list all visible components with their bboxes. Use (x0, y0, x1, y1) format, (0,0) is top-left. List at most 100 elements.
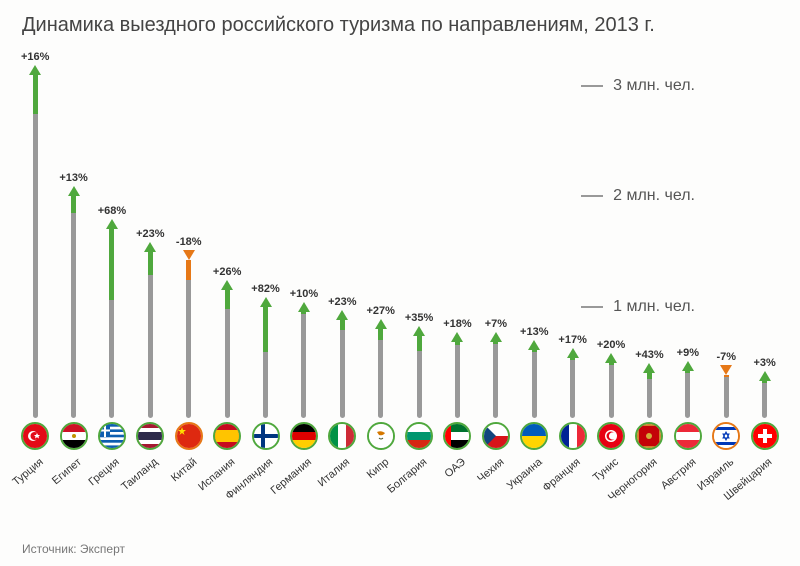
arrow-up-icon (567, 348, 579, 358)
change-segment (340, 320, 345, 330)
country-label: Чехия (475, 456, 506, 485)
flag-icon (175, 422, 203, 450)
percent-label: +7% (485, 318, 507, 330)
percent-label: -7% (716, 351, 736, 363)
arrow-up-icon (336, 310, 348, 320)
arrow-up-icon (29, 65, 41, 75)
change-segment (71, 196, 76, 212)
previous-segment (109, 300, 114, 418)
flag-icon (597, 422, 625, 450)
percent-label: +43% (635, 349, 663, 361)
percent-label: +26% (213, 266, 241, 278)
arrow-up-icon (682, 361, 694, 371)
country-label: Германия (269, 456, 314, 497)
previous-segment (724, 377, 729, 418)
previous-segment (685, 373, 690, 418)
flag-icon (405, 422, 433, 450)
flag-icon (290, 422, 318, 450)
flag-icon (520, 422, 548, 450)
percent-label: +3% (753, 357, 775, 369)
previous-segment (417, 351, 422, 418)
bars-container: +16%Турция+13%Египет+68%Греция+23%Таилан… (10, 50, 790, 450)
bar-column: +16%Турция (19, 51, 52, 450)
flag-icon (482, 422, 510, 450)
bar-column: +17%Франция (556, 334, 589, 450)
country-label: Италия (316, 456, 352, 489)
arrow-up-icon (375, 319, 387, 329)
previous-segment (33, 114, 38, 418)
arrow-up-icon (68, 186, 80, 196)
flag-icon (635, 422, 663, 450)
percent-label: +82% (251, 283, 279, 295)
previous-segment (186, 280, 191, 418)
bar-column: +82%Финляндия (249, 283, 282, 450)
bar-column: +3%Швейцария (748, 357, 781, 450)
flag-icon (60, 422, 88, 450)
previous-segment (493, 344, 498, 418)
country-label: Египет (50, 456, 84, 487)
country-label: Франция (541, 456, 583, 494)
percent-label: -18% (176, 236, 202, 248)
flag-icon (712, 422, 740, 450)
country-label: Греция (87, 456, 122, 488)
arrow-up-icon (490, 332, 502, 342)
source-label: Источник: Эксперт (22, 542, 125, 556)
previous-segment (148, 275, 153, 418)
country-label: Украина (505, 456, 545, 492)
change-segment (378, 329, 383, 340)
arrow-down-icon (183, 250, 195, 260)
bar-column: +23%Таиланд (134, 228, 167, 450)
previous-segment (455, 345, 460, 418)
change-segment (109, 229, 114, 300)
percent-label: +23% (136, 228, 164, 240)
arrow-up-icon (298, 302, 310, 312)
previous-segment (532, 352, 537, 418)
arrow-up-icon (106, 219, 118, 229)
country-label: ОАЭ (442, 456, 468, 480)
bar-column: +7%Чехия (479, 318, 512, 450)
bar-column: +35%Болгария (403, 312, 436, 450)
arrow-up-icon (413, 326, 425, 336)
flag-icon (213, 422, 241, 450)
percent-label: +27% (366, 305, 394, 317)
country-label: Таиланд (120, 456, 161, 493)
bar-column: +9%Австрия (671, 347, 704, 450)
bar-column: +10%Германия (287, 288, 320, 450)
arrow-up-icon (144, 242, 156, 252)
flag-icon (98, 422, 126, 450)
bar-column: -18%Китай (172, 236, 205, 450)
chart-title: Динамика выездного российского туризма п… (22, 14, 655, 37)
flag-icon (252, 422, 280, 450)
arrow-up-icon (759, 371, 771, 381)
previous-segment (301, 314, 306, 418)
bar-column: +43%Черногория (633, 349, 666, 450)
flag-icon (559, 422, 587, 450)
flag-icon (328, 422, 356, 450)
bar-column: +18%ОАЭ (441, 318, 474, 450)
change-segment (225, 290, 230, 309)
bar-column: +26%Испания (211, 266, 244, 450)
arrow-up-icon (643, 363, 655, 373)
arrow-up-icon (605, 353, 617, 363)
change-segment (417, 336, 422, 350)
bar-column: +13%Украина (518, 326, 551, 450)
flag-icon (367, 422, 395, 450)
percent-label: +35% (405, 312, 433, 324)
percent-label: +20% (597, 339, 625, 351)
flag-icon (674, 422, 702, 450)
bar-column: +23%Италия (326, 296, 359, 450)
previous-segment (609, 365, 614, 418)
bar-column: +20%Тунис (595, 339, 628, 450)
arrow-up-icon (221, 280, 233, 290)
chart-area: 3 млн. чел.2 млн. чел.1 млн. чел. +16%Ту… (10, 50, 790, 450)
previous-segment (647, 379, 652, 418)
country-label: Турция (10, 456, 45, 488)
change-segment (148, 252, 153, 275)
change-segment (263, 307, 268, 352)
percent-label: +17% (558, 334, 586, 346)
percent-label: +23% (328, 296, 356, 308)
previous-segment (762, 383, 767, 418)
previous-segment (378, 340, 383, 418)
arrow-up-icon (451, 332, 463, 342)
bar-column: +27%Кипр (364, 305, 397, 450)
